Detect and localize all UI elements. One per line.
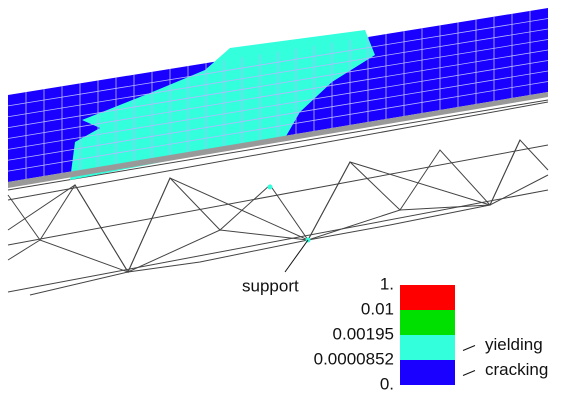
legend-band — [400, 360, 455, 385]
legend-level: 0.01 — [361, 299, 394, 318]
legend-level: 0.00195 — [333, 324, 394, 343]
support-leader — [285, 240, 308, 272]
legend-level: 0.0000852 — [314, 349, 394, 368]
legend-annotation: cracking — [485, 360, 548, 379]
legend-band — [400, 310, 455, 335]
legend-leader — [463, 346, 475, 351]
legend-band — [400, 285, 455, 310]
legend-annotation: yielding — [485, 335, 543, 354]
support-label: support — [242, 276, 299, 295]
legend-band — [400, 335, 455, 360]
legend: yielding cracking 1. 0.01 0.00195 0.0000852 0. — [314, 274, 549, 393]
legend-leader — [463, 371, 475, 376]
legend-level: 1. — [380, 274, 394, 293]
scene: support yieldingcracking1.0.010.001950.0… — [0, 0, 568, 404]
legend-level: 0. — [380, 374, 394, 393]
